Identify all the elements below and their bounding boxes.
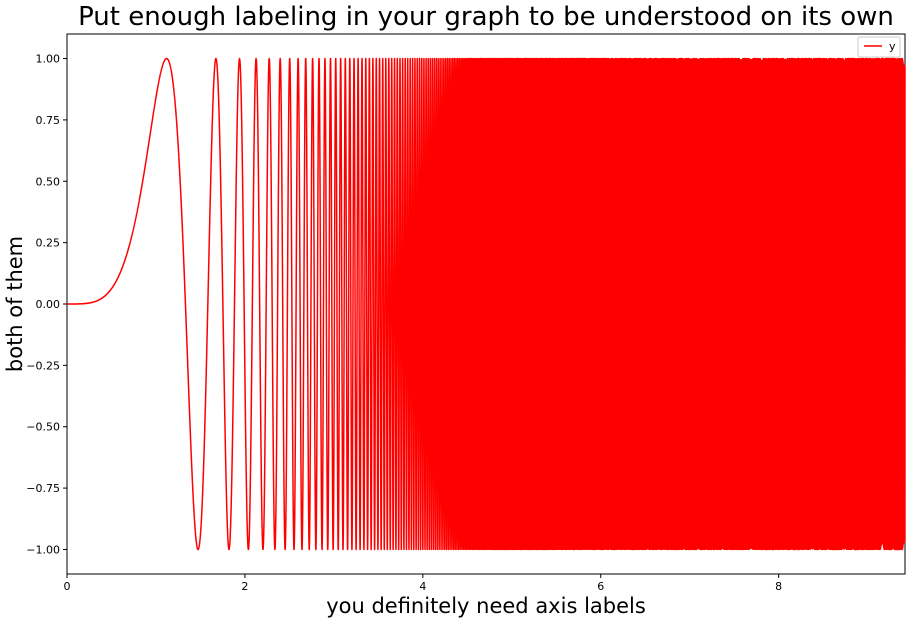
y-tick-label: −0.75 [26, 482, 60, 495]
x-tick-label: 8 [775, 580, 782, 593]
y-tick-label: −1.00 [26, 543, 60, 556]
x-tick-label: 6 [597, 580, 604, 593]
series-line-y [66, 57, 906, 551]
legend-label: y [889, 40, 896, 53]
chart-title: Put enough labeling in your graph to be … [78, 2, 894, 32]
y-tick-label: 0.50 [36, 175, 61, 188]
legend: y [857, 36, 901, 58]
y-tick-label: −0.25 [26, 359, 60, 372]
x-tick-label: 4 [419, 580, 426, 593]
x-tick-label: 2 [241, 580, 248, 593]
y-tick-label: 0.25 [36, 237, 61, 250]
y-axis-label: both of them [3, 236, 27, 372]
x-axis-ticks: 0 2 4 6 8 [64, 574, 782, 593]
y-tick-label: 1.00 [36, 53, 61, 66]
y-tick-label: 0.00 [36, 298, 61, 311]
y-tick-label: −0.50 [26, 421, 60, 434]
y-tick-label: 0.75 [36, 114, 61, 127]
x-axis-label: you definitely need axis labels [326, 594, 646, 618]
y-axis-ticks: 1.00 0.75 0.50 0.25 0.00 −0.25 −0.50 −0.75 −1.00 [26, 53, 67, 556]
x-tick-label: 0 [64, 580, 71, 593]
legend-box [857, 36, 901, 58]
